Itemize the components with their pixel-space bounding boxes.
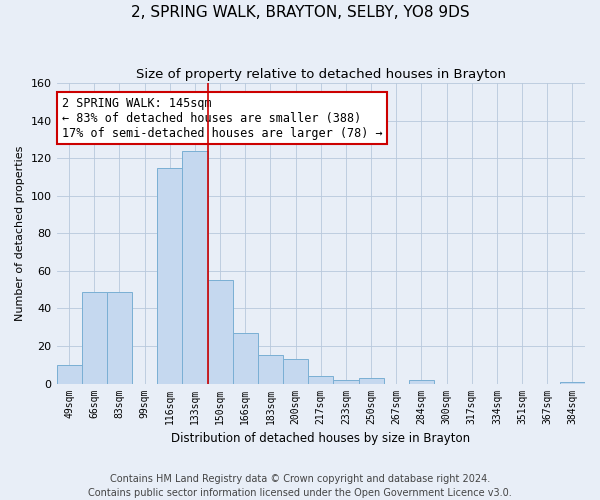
Bar <box>409 380 434 384</box>
Bar <box>233 333 258 384</box>
Text: 2 SPRING WALK: 145sqm
← 83% of detached houses are smaller (388)
17% of semi-det: 2 SPRING WALK: 145sqm ← 83% of detached … <box>62 96 382 140</box>
Bar <box>283 359 308 384</box>
Bar <box>157 168 182 384</box>
Bar <box>560 382 585 384</box>
Text: Contains HM Land Registry data © Crown copyright and database right 2024.
Contai: Contains HM Land Registry data © Crown c… <box>88 474 512 498</box>
Bar <box>182 150 208 384</box>
Bar <box>334 380 359 384</box>
Title: Size of property relative to detached houses in Brayton: Size of property relative to detached ho… <box>136 68 506 80</box>
Y-axis label: Number of detached properties: Number of detached properties <box>15 146 25 321</box>
Bar <box>308 376 334 384</box>
Text: 2, SPRING WALK, BRAYTON, SELBY, YO8 9DS: 2, SPRING WALK, BRAYTON, SELBY, YO8 9DS <box>131 5 469 20</box>
Bar <box>82 292 107 384</box>
X-axis label: Distribution of detached houses by size in Brayton: Distribution of detached houses by size … <box>171 432 470 445</box>
Bar <box>208 280 233 384</box>
Bar <box>359 378 383 384</box>
Bar <box>258 356 283 384</box>
Bar <box>107 292 132 384</box>
Bar <box>56 365 82 384</box>
